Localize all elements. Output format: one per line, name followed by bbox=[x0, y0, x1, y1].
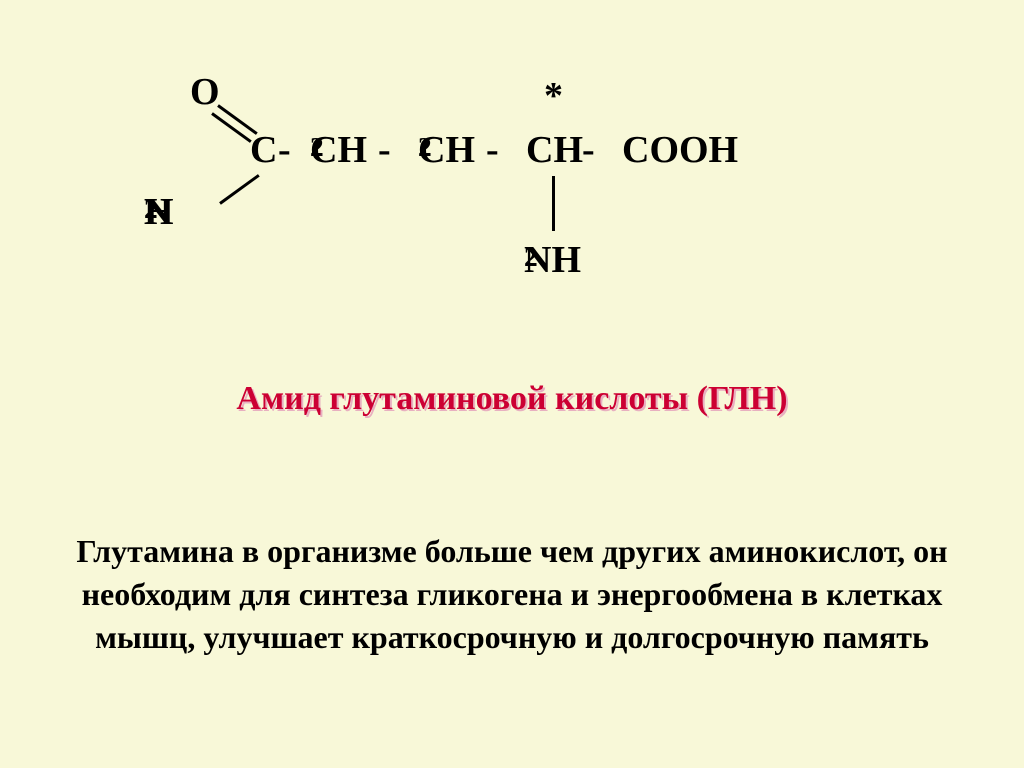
atom-O: O bbox=[190, 70, 220, 114]
atom-CH: CH bbox=[526, 128, 583, 172]
bond-ch-nh2 bbox=[552, 176, 555, 231]
chiral-star: * bbox=[544, 74, 563, 118]
atom-COOH: COOH bbox=[622, 128, 738, 172]
atom-C: C bbox=[250, 128, 277, 172]
dash-1: - bbox=[278, 128, 291, 172]
description-text: Глутамина в организме больше чем других … bbox=[60, 530, 964, 660]
dash-4: - bbox=[582, 128, 595, 172]
compound-title-text: Амид глутаминовой кислоты (ГЛН) bbox=[236, 380, 787, 417]
dash-2: - bbox=[378, 128, 391, 172]
bond-nh2-c bbox=[219, 174, 260, 205]
slide: O C - CH2 - CH2 - CH - COOH * H2N NH2 Ам… bbox=[0, 0, 1024, 768]
compound-title: Амид глутаминовой кислоты (ГЛН) bbox=[0, 380, 1024, 418]
dash-3: - bbox=[486, 128, 499, 172]
